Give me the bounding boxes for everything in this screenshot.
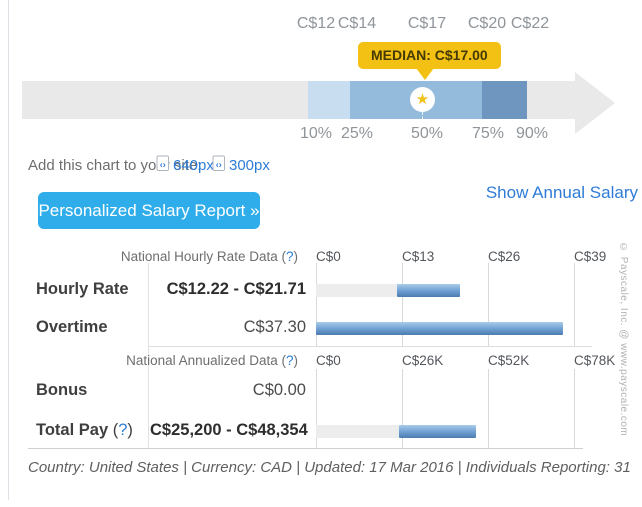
help-icon[interactable]: ? (118, 421, 128, 439)
footer-metadata: Country: United States | Currency: CAD |… (28, 459, 631, 476)
median-star-icon: ★ (410, 87, 435, 112)
help-icon[interactable]: ? (285, 249, 294, 264)
row-value-total-pay: C$25,200 - C$48,354 (150, 421, 308, 439)
axis-tick: C$0 (316, 353, 341, 368)
embed-300-link[interactable]: ‹› 300px (212, 155, 270, 176)
bar-track (316, 425, 399, 438)
row-label-overtime: Overtime (36, 318, 108, 336)
gridline (488, 263, 489, 346)
embed-code-icon: ‹› (156, 155, 170, 176)
bonus-bar (316, 385, 574, 398)
column-divider (148, 263, 149, 448)
axis-tick: C$26 (488, 249, 521, 264)
gridline (316, 263, 317, 346)
hourly-rate-bar (316, 284, 574, 297)
scale-label: C$12 (296, 15, 336, 32)
show-annual-salary-link[interactable]: Show Annual Salary (485, 183, 638, 202)
scale-label: C$20 (467, 15, 507, 32)
bar-track (316, 284, 397, 297)
axis-tick: C$52K (488, 353, 530, 368)
percentile-label: 90% (515, 125, 549, 142)
bar-fill (397, 284, 460, 297)
embed-640-label: 640px (173, 157, 214, 174)
gridline (574, 263, 575, 346)
median-tooltip-pointer (416, 68, 434, 80)
segment-75th-90th (482, 81, 527, 119)
axis-tick: C$13 (402, 249, 435, 264)
table-bottom-border (28, 448, 583, 449)
embed-code-icon: ‹› (212, 155, 226, 176)
total-pay-bar (316, 425, 574, 438)
row-value-overtime: C$37.30 (243, 318, 306, 336)
row-value-hourly-rate: C$12.22 - C$21.71 (166, 280, 306, 298)
help-icon[interactable]: ? (285, 353, 294, 368)
row-label-total-pay: Total Pay (?) (36, 421, 133, 439)
median-dashed-line (422, 112, 423, 119)
percentile-label: 10% (299, 125, 333, 142)
axis-tick: C$0 (316, 249, 341, 264)
overtime-bar (316, 322, 574, 335)
svg-text:‹›: ‹› (216, 160, 222, 170)
percentile-label: 75% (471, 125, 505, 142)
scale-label: C$22 (510, 15, 550, 32)
scale-label: C$17 (407, 15, 447, 32)
bar-fill (316, 322, 563, 335)
median-tooltip: MEDIAN: C$17.00 (358, 42, 501, 69)
bar-fill (399, 425, 476, 438)
row-label-hourly-rate: Hourly Rate (36, 280, 129, 298)
percentile-label: 50% (410, 125, 444, 142)
section-title: National Annualized Data (?) (126, 353, 298, 368)
personalized-salary-report-button[interactable]: Personalized Salary Report » (38, 192, 260, 229)
percentile-label: 25% (340, 125, 374, 142)
scale-label: C$14 (337, 15, 377, 32)
payscale-watermark: © Payscale, Inc. @ www.payscale.com (618, 242, 629, 437)
salary-range-bar: ★ (22, 81, 575, 119)
gridline (574, 369, 575, 448)
section-divider (148, 346, 592, 347)
axis-tick: C$39 (574, 249, 607, 264)
svg-text:‹›: ‹› (160, 160, 166, 170)
row-value-bonus: C$0.00 (252, 381, 306, 399)
row-label-bonus: Bonus (36, 381, 88, 399)
embed-640-link[interactable]: ‹› 640px (156, 155, 214, 176)
left-border-divider (8, 0, 9, 500)
gridline (488, 369, 489, 448)
range-arrow-head-icon (575, 72, 615, 134)
axis-tick: C$26K (402, 353, 444, 368)
embed-300-label: 300px (229, 157, 270, 174)
segment-10th-25th (308, 81, 350, 119)
section-title: National Hourly Rate Data (?) (120, 249, 298, 264)
axis-tick: C$78K (574, 353, 616, 368)
gridline (402, 369, 403, 448)
gridline (402, 263, 403, 346)
gridline (316, 369, 317, 448)
